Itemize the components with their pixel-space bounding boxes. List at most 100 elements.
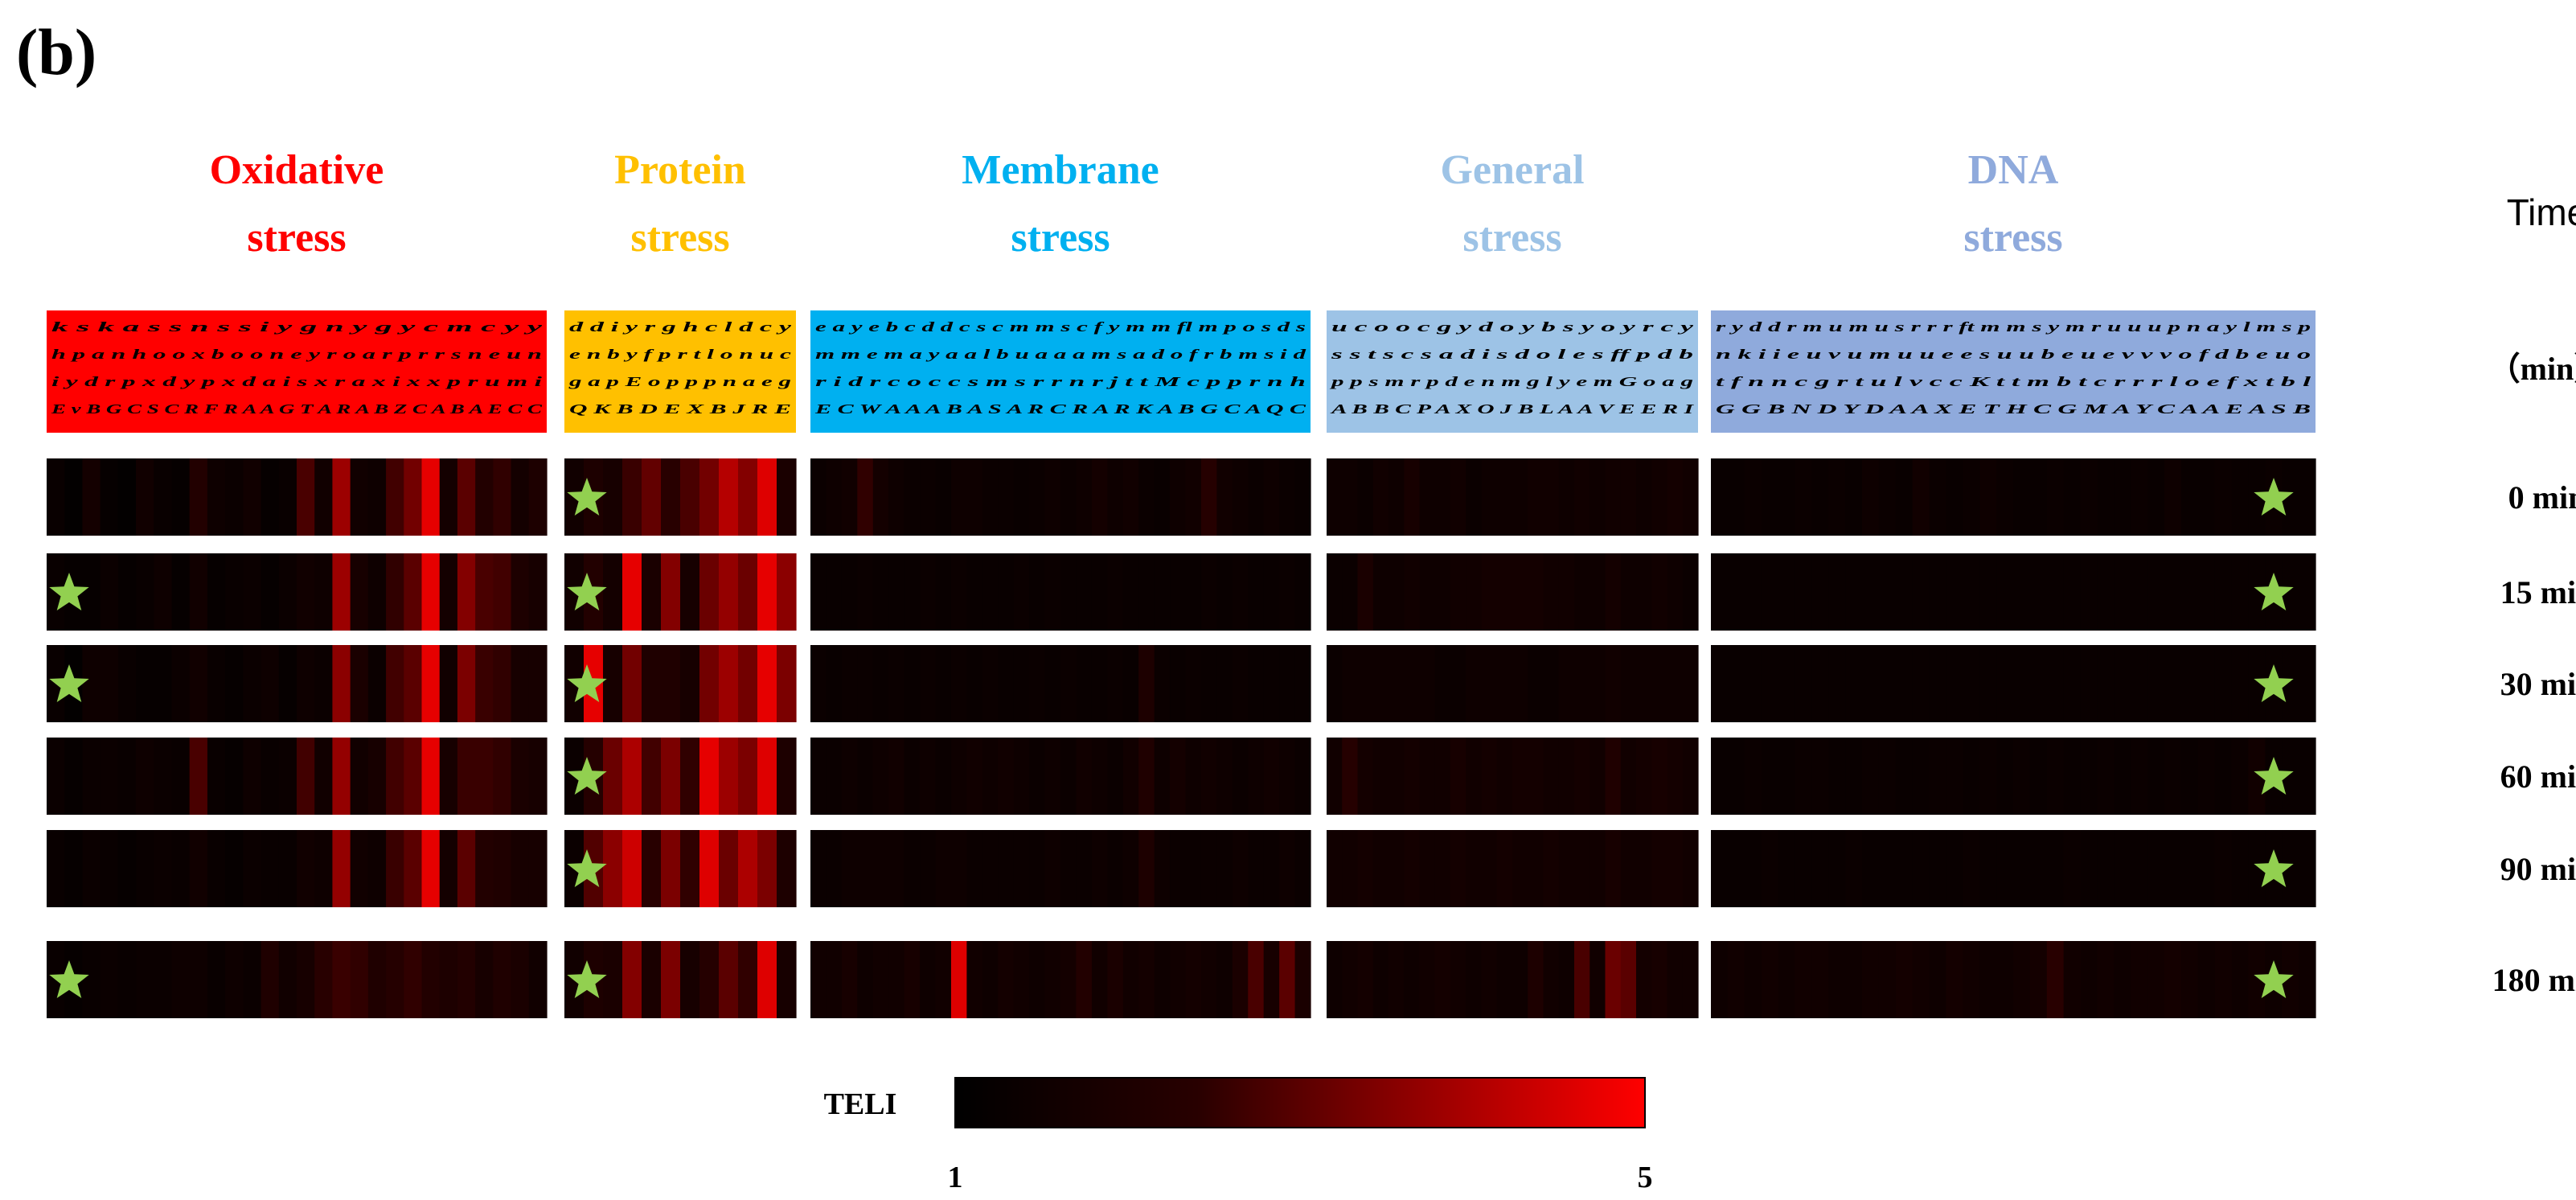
heatmap-cell	[189, 738, 208, 815]
time-header: （min）	[2488, 351, 2576, 387]
heatmap-cell	[1667, 941, 1684, 1018]
heatmap-cell	[2214, 645, 2233, 722]
heatmap-cell	[1357, 458, 1374, 536]
heatmap-cell	[457, 645, 476, 722]
heatmap-cell	[1512, 553, 1528, 631]
heatmap-cell	[777, 941, 797, 1018]
heatmap-cell	[1946, 458, 1963, 536]
heatmap-cell	[260, 458, 280, 536]
heatmap-cell	[297, 830, 315, 907]
heatmap-cell	[2131, 553, 2148, 631]
heatmap-cell	[1279, 553, 1296, 631]
heatmap-row	[810, 458, 1311, 536]
heatmap-cell	[1357, 941, 1374, 1018]
heatmap-cell	[1682, 553, 1699, 631]
heatmap-cell	[1620, 830, 1637, 907]
heatmap-cell	[1200, 458, 1217, 536]
heatmap-cell	[314, 830, 334, 907]
heatmap-cell	[719, 830, 739, 907]
heatmap-cell	[1060, 645, 1077, 722]
heatmap-cell	[189, 941, 208, 1018]
heatmap-cell	[1466, 738, 1483, 815]
category-title-line: stress	[1963, 215, 2062, 261]
heatmap-cell	[2013, 941, 2031, 1018]
heatmap-cell	[2282, 738, 2299, 815]
heatmap-cell	[207, 553, 226, 631]
heatmap-cell	[872, 458, 889, 536]
heatmap-cell	[136, 830, 154, 907]
heatmap-cell	[904, 830, 921, 907]
heatmap-cell	[1263, 738, 1280, 815]
star-marker	[567, 960, 607, 998]
heatmap-cell	[950, 458, 967, 536]
heatmap-cell	[1778, 458, 1796, 536]
heatmap-cell	[920, 738, 937, 815]
heatmap-cell	[699, 830, 720, 907]
heatmap-cell	[2147, 645, 2165, 722]
heatmap-cell	[1651, 553, 1668, 631]
heatmap-cell	[117, 941, 137, 1018]
heatmap-cell	[2164, 645, 2182, 722]
heatmap-cell	[2231, 645, 2250, 722]
legend-title: TELI	[824, 1087, 897, 1121]
heatmap-cell	[1528, 553, 1544, 631]
heatmap-cell	[622, 553, 642, 631]
heatmap-cell	[872, 553, 889, 631]
heatmap-cell	[1200, 553, 1217, 631]
heatmap-cell	[2231, 941, 2250, 1018]
heatmap-cell	[493, 830, 512, 907]
heatmap-cell	[757, 458, 777, 536]
heatmap-cell	[1778, 941, 1796, 1018]
heatmap-cell	[243, 738, 262, 815]
heatmap-cell	[1076, 830, 1093, 907]
heatmap-cell	[1450, 645, 1466, 722]
heatmap-cell	[935, 645, 952, 722]
heatmap-cell	[2114, 458, 2131, 536]
heatmap-cell	[493, 645, 512, 722]
heatmap-cell	[1828, 458, 1846, 536]
heatmap-cell	[1496, 830, 1513, 907]
heatmap-cell	[1248, 738, 1265, 815]
heatmap-cell	[332, 553, 351, 631]
heatmap-cell	[998, 553, 1015, 631]
heatmap-cell	[998, 830, 1015, 907]
heatmap-cell	[404, 553, 423, 631]
heatmap-cell	[367, 458, 387, 536]
heatmap-cell	[1263, 458, 1280, 536]
heatmap-cell	[2164, 458, 2182, 536]
heatmap-cell	[1651, 645, 1668, 722]
star-marker	[49, 573, 89, 610]
heatmap-cell	[2097, 645, 2115, 722]
heatmap-cell	[1404, 738, 1421, 815]
heatmap-cell	[225, 830, 244, 907]
heatmap-cell	[810, 941, 827, 1018]
heatmap-cell	[642, 458, 662, 536]
heatmap-cell	[297, 941, 315, 1018]
heatmap-cell	[661, 645, 681, 722]
heatmap-cell	[2046, 738, 2065, 815]
heatmap-row	[810, 738, 1311, 815]
heatmap-cell	[314, 941, 334, 1018]
heatmap-cell	[1107, 645, 1124, 722]
heatmap-cell	[1727, 645, 1745, 722]
heatmap-cell	[1216, 738, 1233, 815]
heatmap-cell	[1372, 458, 1389, 536]
heatmap-cell	[1979, 645, 1997, 722]
heatmap-cell	[475, 830, 494, 907]
heatmap-cell	[2013, 738, 2031, 815]
heatmap-cell	[136, 738, 154, 815]
heatmap-cell	[2180, 941, 2199, 1018]
heatmap-cell	[1795, 830, 1812, 907]
heatmap-cell	[1107, 738, 1124, 815]
heatmap-cell	[1357, 645, 1374, 722]
heatmap-cell	[511, 553, 530, 631]
heatmap-cell	[622, 941, 642, 1018]
heatmap-cell	[680, 738, 700, 815]
category-title-line: stress	[1462, 215, 1561, 261]
heatmap-cell	[386, 458, 404, 536]
heatmap-cell	[2063, 738, 2082, 815]
heatmap-cell	[1558, 830, 1575, 907]
heatmap-cell	[1667, 645, 1684, 722]
heatmap-row	[1711, 941, 2316, 1018]
gene-label-line: h p a n h o o x b o o n e y r o a r p r …	[51, 347, 542, 362]
